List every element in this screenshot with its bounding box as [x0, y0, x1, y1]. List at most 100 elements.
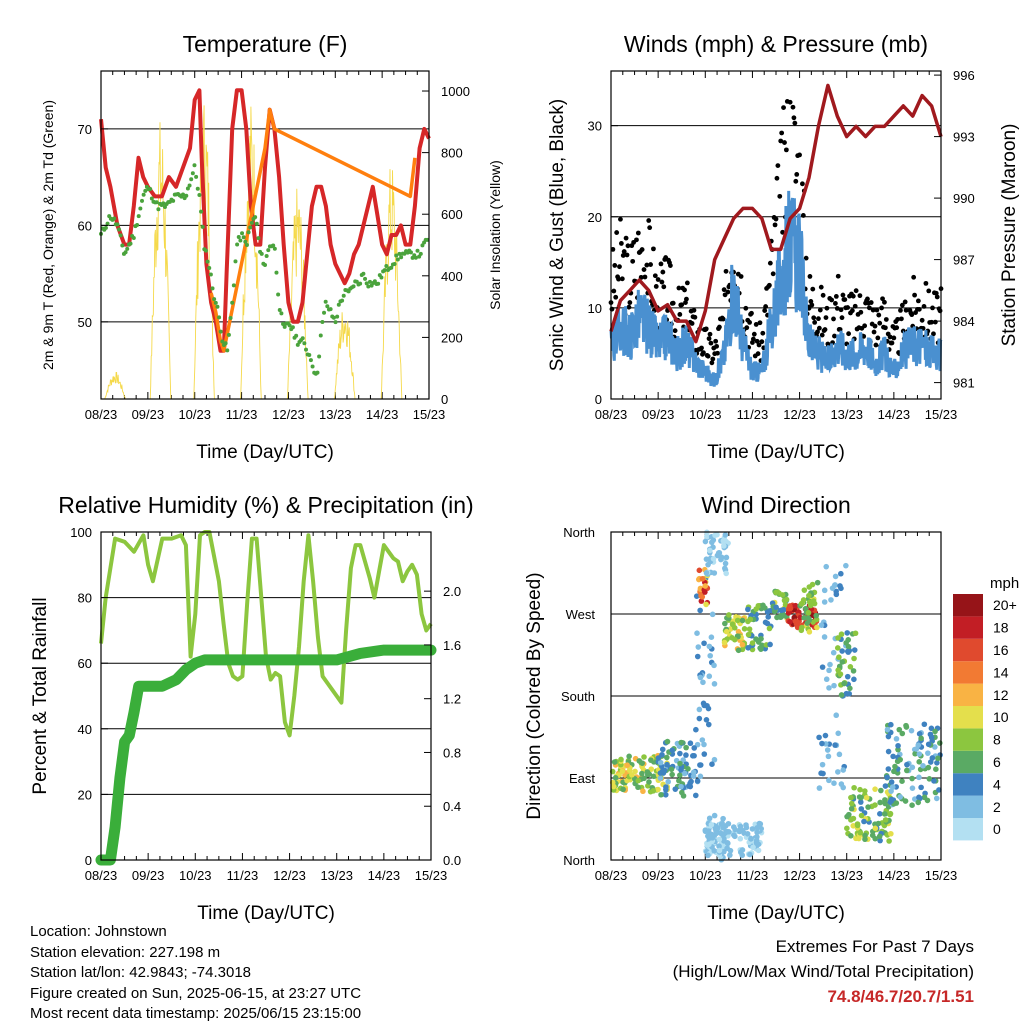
direction-point	[707, 547, 713, 554]
y-right-tick-label: 2.0	[443, 584, 461, 599]
direction-point	[837, 583, 843, 589]
direction-point	[893, 736, 900, 742]
direction-point	[816, 734, 822, 741]
gust-point	[707, 331, 713, 337]
direction-point	[843, 640, 849, 646]
direction-point	[725, 840, 731, 847]
direction-point	[640, 788, 646, 795]
direction-point	[639, 770, 645, 777]
direction-point	[877, 811, 883, 817]
dewpoint-point	[210, 286, 215, 291]
gust-point	[823, 315, 829, 320]
x-tick-label: 12/23	[272, 407, 305, 422]
direction-point	[851, 784, 857, 791]
direction-point	[832, 742, 838, 748]
direction-point	[886, 838, 892, 844]
direction-point	[731, 832, 737, 838]
direction-point	[809, 581, 816, 588]
station-location: Location: Johnstown	[30, 923, 167, 940]
direction-point	[685, 765, 691, 772]
direction-point	[780, 606, 787, 613]
gust-point	[845, 305, 851, 310]
y-right-tick-label: 0	[441, 392, 448, 407]
direction-point	[819, 664, 826, 670]
gust-point	[894, 325, 900, 331]
y-tick-label: 10	[588, 301, 602, 316]
direction-point	[792, 602, 799, 609]
direction-point	[737, 823, 744, 830]
gust-point	[861, 333, 867, 339]
colorbar-swatch	[953, 706, 983, 729]
direction-point	[702, 538, 709, 545]
station-latlon: Station lat/lon: 42.9843; -74.3018	[30, 964, 252, 981]
dewpoint-point	[235, 242, 240, 247]
direction-point	[672, 786, 679, 792]
direction-point	[872, 825, 879, 832]
gust-point	[803, 255, 809, 261]
x-axis-label: Time (Day/UTC)	[197, 903, 335, 924]
direction-point	[624, 762, 630, 768]
gust-point	[762, 308, 768, 313]
winds-pressure-panel: Winds (mph) & Pressure (mb) Time (Day/UTC…	[547, 31, 1020, 463]
gust-point	[824, 305, 830, 311]
direction-point	[723, 554, 730, 561]
direction-point	[823, 563, 830, 570]
direction-point	[736, 828, 743, 835]
direction-point	[908, 727, 915, 734]
direction-point	[737, 849, 744, 856]
gust-point	[616, 276, 621, 282]
colorbar-swatch	[953, 661, 983, 684]
x-tick-label: 08/23	[595, 868, 628, 883]
direction-point	[828, 597, 834, 603]
dewpoint-point	[399, 255, 404, 260]
gust-point	[759, 339, 765, 345]
x-tick-label: 09/23	[132, 407, 165, 422]
gust-point	[889, 340, 895, 346]
wind-speed-trace	[609, 190, 943, 387]
gust-point	[811, 315, 817, 321]
y-tick-label: 0	[595, 392, 602, 407]
gust-point	[898, 308, 903, 313]
dewpoint-point	[125, 246, 130, 251]
direction-point	[798, 627, 805, 634]
gust-point	[684, 296, 689, 302]
gust-point	[682, 287, 687, 293]
direction-point	[933, 795, 940, 802]
gust-point	[791, 115, 797, 121]
x-tick-label: 09/23	[642, 407, 675, 422]
direction-point	[890, 753, 896, 760]
direction-point	[709, 761, 715, 767]
direction-point	[884, 774, 890, 781]
gust-point	[829, 297, 835, 303]
colorbar-swatch	[953, 616, 983, 639]
y-right-tick-label: 987	[953, 253, 975, 268]
direction-point	[708, 634, 715, 640]
y-right-tick-label: 0.4	[443, 799, 461, 814]
direction-point	[723, 628, 730, 635]
pressure-line	[609, 83, 943, 344]
direction-point	[678, 739, 685, 746]
direction-point	[840, 784, 847, 791]
y-right-tick-label: 993	[953, 130, 975, 145]
gust-point	[871, 329, 877, 335]
colorbar-label: 10	[993, 709, 1009, 725]
direction-point	[706, 643, 713, 650]
direction-point	[735, 647, 742, 654]
x-tick-label: 09/23	[642, 868, 675, 883]
direction-point	[858, 812, 865, 819]
direction-point	[892, 763, 898, 770]
station-info: Location: Johnstown Station elevation: 2…	[30, 922, 361, 1025]
direction-point	[696, 567, 703, 574]
dewpoint-point	[128, 241, 133, 246]
y-tick-label: 60	[78, 218, 92, 233]
direction-point	[678, 783, 684, 790]
direction-point	[833, 588, 839, 595]
y-tick-label: 40	[78, 722, 92, 737]
dewpoint-point	[141, 192, 146, 197]
dewpoint-point	[213, 300, 218, 305]
dewpoint-point	[363, 276, 368, 281]
direction-point	[693, 593, 700, 599]
chart-title: Temperature (F)	[183, 31, 348, 57]
direction-point	[835, 769, 841, 775]
dewpoint-point	[228, 316, 233, 321]
